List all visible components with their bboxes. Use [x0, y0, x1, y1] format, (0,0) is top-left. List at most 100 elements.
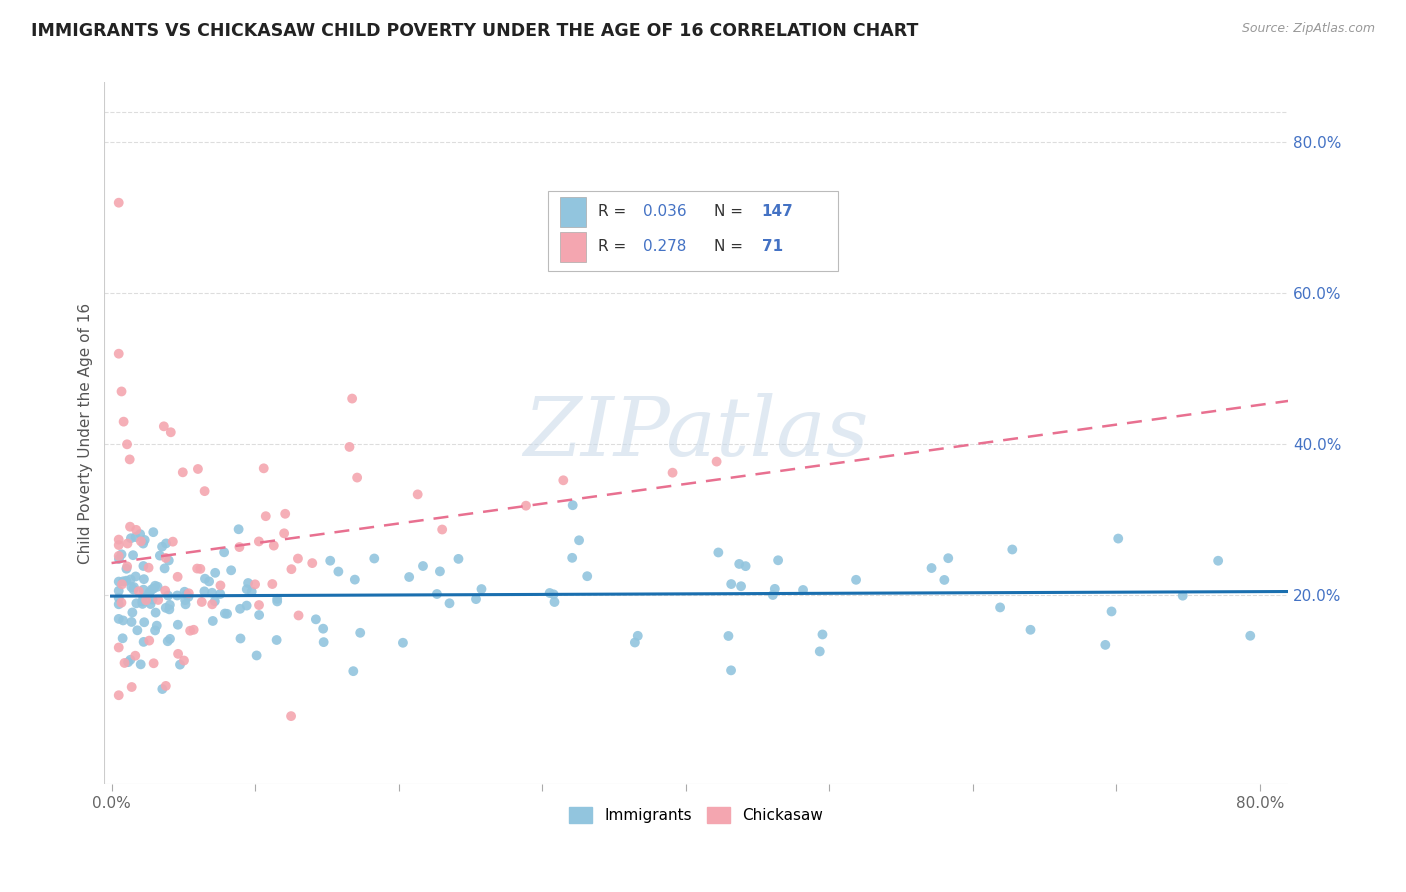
Point: [111, 577, 134, 591]
Point: [117, 536, 139, 550]
Point: [730, 579, 752, 593]
Point: [131, 597, 153, 611]
Point: [143, 579, 166, 593]
Point: [115, 559, 138, 574]
Point: [127, 624, 149, 638]
Point: [392, 636, 415, 650]
Point: [122, 582, 145, 597]
Point: [398, 570, 420, 584]
Point: [1239, 629, 1261, 643]
Point: [262, 577, 284, 591]
Point: [201, 586, 224, 600]
Point: [561, 498, 583, 512]
Point: [174, 597, 197, 611]
Point: [166, 589, 188, 603]
Point: [340, 392, 363, 406]
Point: [429, 565, 451, 579]
Point: [188, 562, 211, 576]
Point: [121, 606, 143, 620]
Point: [762, 588, 785, 602]
Point: [122, 548, 145, 562]
Point: [247, 534, 270, 549]
Point: [538, 586, 561, 600]
Point: [186, 561, 208, 575]
Point: [112, 614, 135, 628]
Point: [766, 553, 789, 567]
Point: [132, 559, 155, 574]
Point: [177, 590, 200, 604]
Point: [1001, 542, 1024, 557]
Point: [430, 523, 453, 537]
Text: 0.278: 0.278: [643, 239, 686, 254]
Point: [115, 574, 138, 588]
Point: [142, 657, 165, 671]
Point: [138, 560, 160, 574]
Point: [162, 534, 184, 549]
Legend: Immigrants, Chickasaw: Immigrants, Chickasaw: [564, 801, 830, 829]
Point: [131, 594, 153, 608]
Point: [194, 484, 217, 499]
Point: [204, 566, 226, 580]
Point: [159, 598, 181, 612]
Point: [174, 593, 197, 607]
Point: [1094, 638, 1116, 652]
Point: [107, 591, 129, 605]
Text: N =: N =: [714, 204, 748, 219]
Point: [107, 612, 129, 626]
Point: [734, 559, 756, 574]
Point: [219, 563, 242, 577]
Point: [172, 466, 194, 480]
Point: [543, 587, 565, 601]
Point: [280, 709, 302, 723]
Point: [543, 595, 565, 609]
Point: [122, 580, 145, 594]
Point: [273, 526, 295, 541]
Y-axis label: Child Poverty Under the Age of 16: Child Poverty Under the Age of 16: [79, 302, 93, 564]
Point: [305, 612, 328, 626]
Point: [167, 647, 190, 661]
Point: [177, 586, 200, 600]
Point: [720, 664, 742, 678]
Point: [135, 593, 157, 607]
Point: [921, 561, 943, 575]
Point: [266, 591, 288, 606]
Point: [568, 533, 591, 548]
Point: [114, 656, 136, 670]
Point: [125, 569, 148, 583]
Point: [129, 527, 152, 541]
Point: [121, 615, 143, 629]
Text: R =: R =: [598, 204, 631, 219]
Bar: [560, 197, 586, 227]
Point: [107, 640, 129, 655]
Point: [120, 653, 142, 667]
Point: [149, 549, 172, 563]
Point: [110, 384, 132, 399]
Point: [153, 419, 176, 434]
Text: IMMIGRANTS VS CHICKASAW CHILD POVERTY UNDER THE AGE OF 16 CORRELATION CHART: IMMIGRANTS VS CHICKASAW CHILD POVERTY UN…: [31, 22, 918, 40]
Point: [426, 587, 449, 601]
Point: [141, 582, 163, 597]
Text: N =: N =: [714, 239, 748, 254]
Point: [118, 519, 141, 533]
Point: [343, 573, 366, 587]
Point: [117, 655, 139, 669]
Point: [254, 509, 277, 524]
Point: [132, 582, 155, 597]
Point: [346, 470, 368, 484]
Point: [134, 615, 156, 630]
Point: [720, 577, 742, 591]
Point: [146, 580, 169, 594]
Point: [246, 648, 269, 663]
Point: [447, 552, 470, 566]
Point: [129, 657, 152, 672]
Point: [1107, 532, 1129, 546]
Point: [193, 584, 215, 599]
Point: [125, 523, 148, 537]
Point: [132, 536, 155, 550]
Point: [107, 549, 129, 563]
Point: [107, 195, 129, 210]
Point: [142, 592, 165, 607]
Point: [155, 679, 177, 693]
Point: [209, 578, 232, 592]
Point: [209, 587, 232, 601]
